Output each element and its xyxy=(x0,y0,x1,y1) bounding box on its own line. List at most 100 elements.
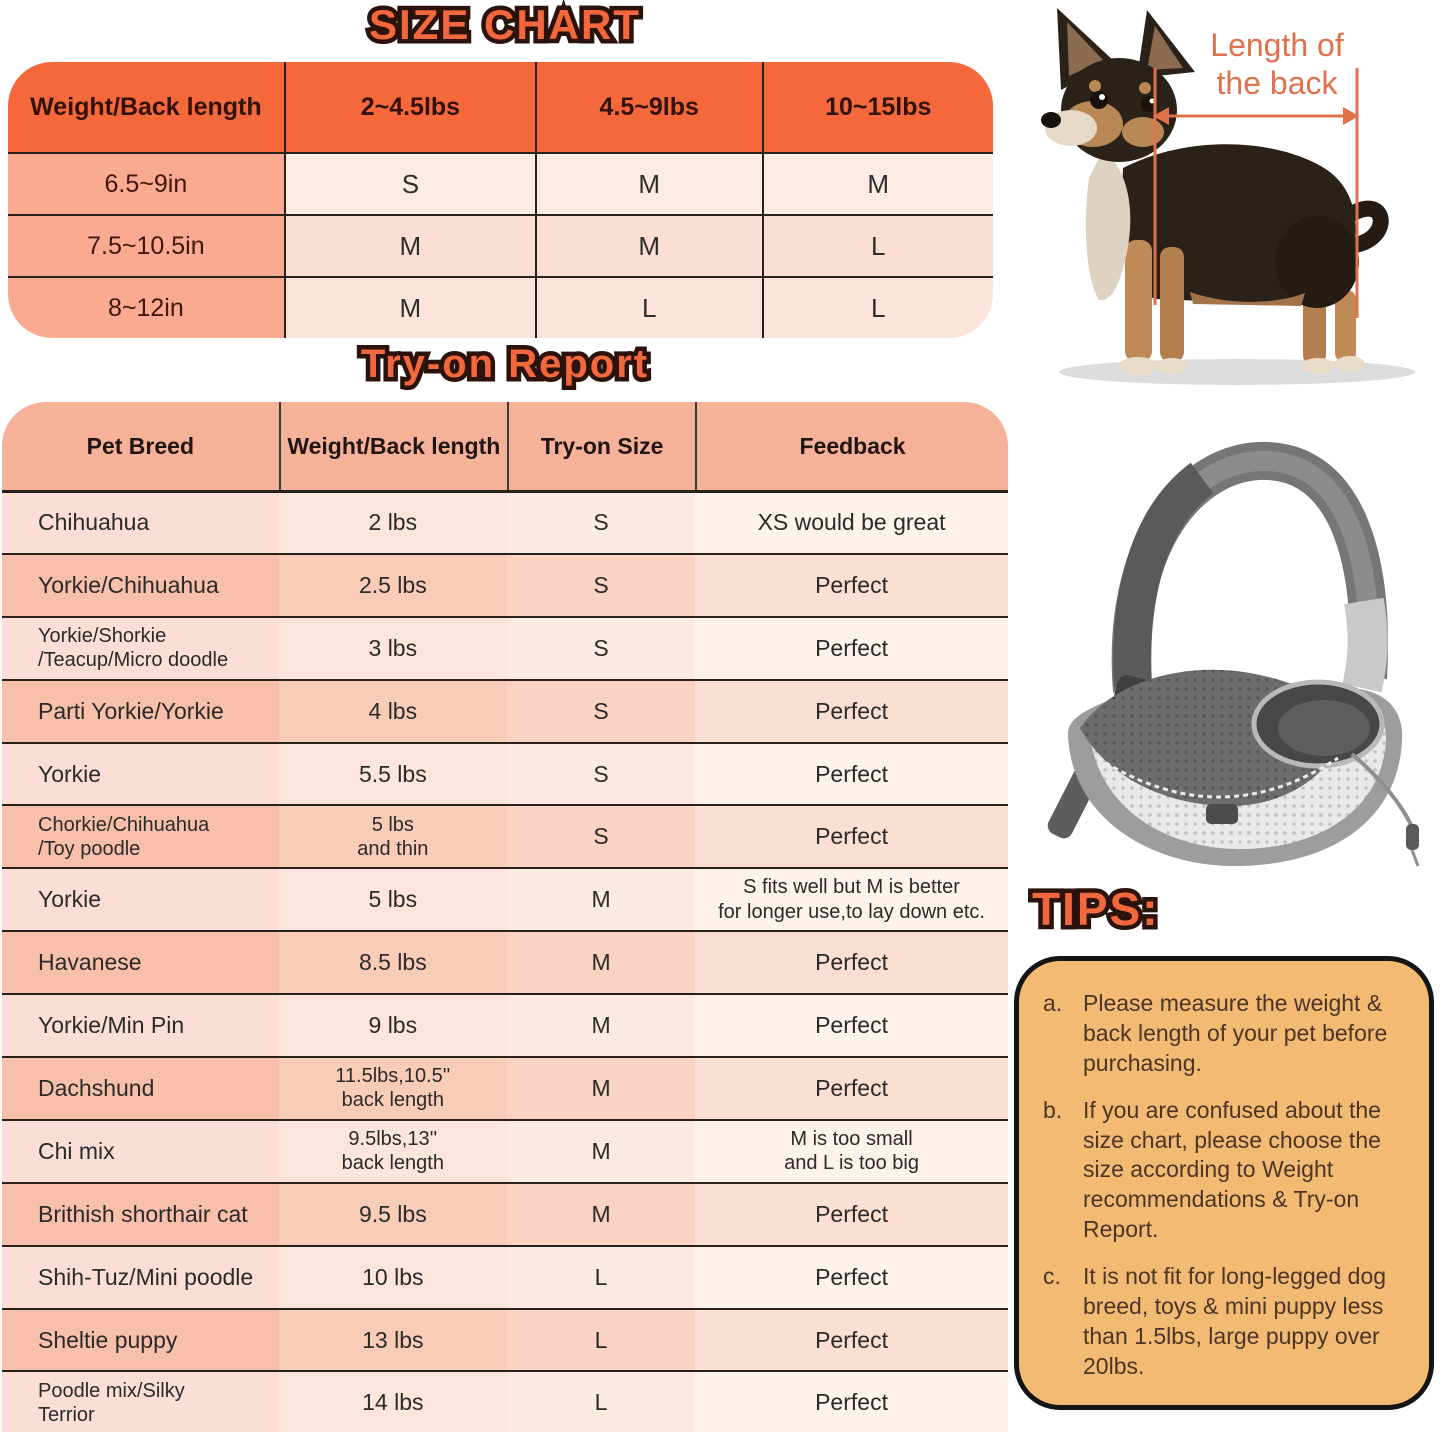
sling-carrier-photo xyxy=(1047,441,1420,867)
tryon-weight-cell: 9.5 lbs xyxy=(278,1181,507,1245)
tryon-size-cell: M xyxy=(507,930,696,994)
dog-ear-inner xyxy=(1067,22,1103,76)
dog-thigh xyxy=(1275,216,1359,308)
tryon-weight-cell: 5 lbs xyxy=(278,867,507,931)
tryon-weight-cell: 5 lbs and thin xyxy=(278,804,507,868)
tryon-col-header: Try-on Size xyxy=(507,402,696,490)
tryon-col-header: Pet Breed xyxy=(2,402,279,490)
tryon-weight-cell: 13 lbs xyxy=(278,1307,507,1371)
tryon-weight-cell: 10 lbs xyxy=(278,1244,507,1308)
dog-paw xyxy=(1335,356,1365,372)
dog-nose xyxy=(1041,112,1061,128)
tryon-breed-cell: Yorkie xyxy=(2,741,279,805)
tryon-breed-cell: Poodle mix/Silky Terrior xyxy=(2,1370,279,1432)
dog-paw xyxy=(1119,357,1157,375)
size-chart-col-header: Weight/Back length xyxy=(8,62,284,152)
tip-key: c. xyxy=(1043,1263,1061,1290)
tryon-title-outline: Try-on Report xyxy=(356,340,651,389)
zipper-track xyxy=(1097,756,1339,799)
tryon-feedback-cell: M is too small and L is too big xyxy=(695,1118,1008,1182)
size-chart-size-cell: L xyxy=(534,276,762,338)
tryon-breed-cell: Yorkie/Min Pin xyxy=(2,993,279,1057)
tryon-size-cell: S xyxy=(507,615,696,679)
size-chart-title-outline: SIZE CHART xyxy=(365,0,644,50)
size-chart-row-label: 7.5~10.5in xyxy=(8,214,284,276)
tip-item: c. It is not fit for long-legged dog bre… xyxy=(1035,1262,1411,1382)
tryon-size-cell: M xyxy=(507,867,696,931)
dog-tail xyxy=(1342,200,1389,253)
size-chart-title-text: SIZE CHART xyxy=(369,1,641,48)
dog-brow xyxy=(1089,80,1101,92)
tips-title-text: TIPS: xyxy=(1032,883,1160,935)
bag-opening-rim xyxy=(1251,679,1385,769)
tip-item: a. Please measure the weight & back leng… xyxy=(1035,989,1411,1079)
tip-text: If you are confused about the size chart… xyxy=(1083,1096,1381,1243)
tryon-weight-cell: 2 lbs xyxy=(278,490,507,553)
size-chart-table: Weight/Back length 2~4.5lbs 4.5~9lbs 10~… xyxy=(8,62,993,338)
tryon-breed-cell: Chihuahua xyxy=(2,490,279,553)
tryon-size-cell: M xyxy=(507,993,696,1057)
tips-title-outline: TIPS: xyxy=(1028,882,1163,937)
tips-box: a. Please measure the weight & back leng… xyxy=(1014,956,1434,1410)
tryon-size-cell: L xyxy=(507,1244,696,1308)
size-chart-row-label: 8~12in xyxy=(8,276,284,338)
dog-hind-leg xyxy=(1335,290,1356,362)
tryon-breed-cell: Yorkie/Chihuahua xyxy=(2,552,279,616)
size-chart-size-cell: L xyxy=(761,276,993,338)
tryon-size-cell: S xyxy=(507,490,696,553)
drawstring-cord xyxy=(1350,752,1416,832)
back-length-label-line2: the back xyxy=(1217,65,1339,101)
tip-key: b. xyxy=(1043,1096,1063,1123)
dog-belly xyxy=(1190,292,1305,306)
measure-arrowhead-left xyxy=(1153,107,1169,125)
dog-paw xyxy=(1156,358,1188,374)
tryon-breed-cell: Brithish shorthair cat xyxy=(2,1181,279,1245)
tryon-col-header: Weight/Back length xyxy=(278,402,507,490)
tryon-feedback-cell: Perfect xyxy=(695,930,1008,994)
tryon-feedback-cell: Perfect xyxy=(695,993,1008,1057)
tryon-weight-cell: 11.5lbs,10.5'' back length xyxy=(278,1056,507,1119)
dog-measurement-photo: Length of the back xyxy=(1041,8,1415,385)
tryon-size-cell: L xyxy=(507,1307,696,1371)
tryon-feedback-cell: Perfect xyxy=(695,804,1008,868)
tryon-size-cell: S xyxy=(507,552,696,616)
size-chart-col-header: 10~15lbs xyxy=(761,62,993,152)
dog-front-leg xyxy=(1160,247,1184,362)
tryon-breed-cell: Yorkie xyxy=(2,867,279,931)
tryon-weight-cell: 2.5 lbs xyxy=(278,552,507,616)
size-chart-size-cell: L xyxy=(761,214,993,276)
tryon-breed-cell: Yorkie/Shorkie /Teacup/Micro doodle xyxy=(2,615,279,679)
tryon-title-text: Try-on Report xyxy=(360,342,650,386)
tryon-feedback-cell: Perfect xyxy=(695,1307,1008,1371)
measure-arrowhead-right xyxy=(1343,107,1359,125)
cord-tail xyxy=(1410,849,1420,867)
zipper-pull xyxy=(1206,804,1238,824)
size-chart-col-header: 4.5~9lbs xyxy=(534,62,762,152)
tryon-breed-cell: Chorkie/Chihuahua /Toy poodle xyxy=(2,804,279,868)
tryon-weight-cell: 8.5 lbs xyxy=(278,930,507,994)
tryon-breed-cell: Sheltie puppy xyxy=(2,1307,279,1371)
tryon-feedback-cell: Perfect xyxy=(695,1370,1008,1432)
dog-hind-leg xyxy=(1303,296,1326,364)
tryon-breed-cell: Parti Yorkie/Yorkie xyxy=(2,678,279,742)
tryon-feedback-cell: XS would be great xyxy=(695,490,1008,553)
tryon-weight-cell: 14 lbs xyxy=(278,1370,507,1432)
tip-item: b. If you are confused about the size ch… xyxy=(1035,1096,1411,1245)
tryon-feedback-cell: Perfect xyxy=(695,615,1008,679)
dog-cheek xyxy=(1122,117,1164,147)
size-chart-col-header: 2~4.5lbs xyxy=(283,62,535,152)
tip-key: a. xyxy=(1043,990,1063,1016)
size-chart-size-cell: M xyxy=(534,214,762,276)
dog-front-leg xyxy=(1125,240,1152,362)
dog-eye-glint xyxy=(1149,98,1155,104)
tip-text: It is not fit for long-legged dog breed,… xyxy=(1083,1263,1387,1379)
tryon-breed-cell: Dachshund xyxy=(2,1056,279,1119)
tryon-size-cell: S xyxy=(507,804,696,868)
dog-ear-inner xyxy=(1147,26,1183,70)
tryon-breed-cell: Chi mix xyxy=(2,1118,279,1182)
tryon-weight-cell: 9 lbs xyxy=(278,993,507,1057)
tryon-feedback-cell: Perfect xyxy=(695,1056,1008,1119)
tryon-feedback-cell: Perfect xyxy=(695,1181,1008,1245)
tryon-size-cell: S xyxy=(507,741,696,805)
